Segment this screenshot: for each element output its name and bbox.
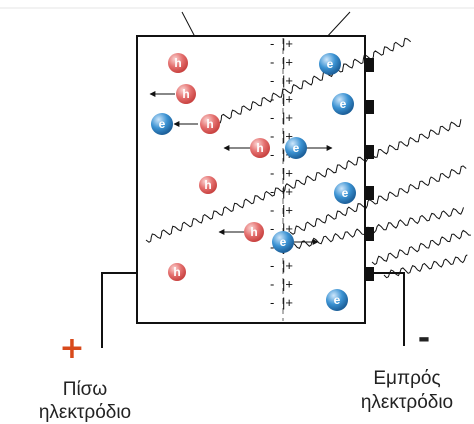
electron-letter: e xyxy=(334,293,341,307)
junction-minus: - xyxy=(270,129,274,144)
hole-particle xyxy=(168,53,188,73)
hole-particle xyxy=(200,114,220,134)
electron-particle xyxy=(332,93,354,115)
back-electrode-wire xyxy=(101,272,137,348)
electron-particle xyxy=(272,231,294,253)
light-ray xyxy=(383,254,468,279)
electron-letter: e xyxy=(159,117,166,131)
cell-body xyxy=(136,35,366,324)
electron-particle xyxy=(151,113,173,135)
junction-minus: - xyxy=(270,221,274,236)
junction-plus: |+ xyxy=(282,55,293,70)
back-electrode-label-line2: ηλεκτρόδιο xyxy=(39,402,131,423)
light-rays xyxy=(145,37,471,279)
junction-plus: |+ xyxy=(282,73,293,88)
junction-minus: - xyxy=(270,73,274,88)
hole-particle xyxy=(176,84,196,104)
front-contacts xyxy=(365,58,374,281)
junction-minus: - xyxy=(270,184,274,199)
junction-plus: |+ xyxy=(282,184,293,199)
light-ray xyxy=(205,37,412,128)
electron-particle xyxy=(326,289,348,311)
junction-plus: |+ xyxy=(282,258,293,273)
back-electrode-label-line1: Πίσω xyxy=(63,379,108,400)
junction-plus: |+ xyxy=(282,110,293,125)
hole-letter: h xyxy=(204,178,211,192)
junction-minus: - xyxy=(270,240,274,255)
junction-minus: - xyxy=(270,295,274,310)
plus-terminal-sign: + xyxy=(59,331,84,366)
hole-particle xyxy=(244,222,264,242)
junction-plus: |+ xyxy=(282,166,293,181)
junction-plus: |+ xyxy=(282,129,293,144)
hole-letter: h xyxy=(206,117,213,131)
hole-letter: h xyxy=(256,141,263,155)
junction-minus: - xyxy=(270,147,274,162)
electron-particle xyxy=(319,53,341,75)
junction-plus: |+ xyxy=(282,36,293,51)
hole-letter: h xyxy=(182,87,189,101)
electron-letter: e xyxy=(340,97,347,111)
hole-letter: h xyxy=(173,265,180,279)
electron-letter: e xyxy=(342,186,349,200)
junction-minus: - xyxy=(270,166,274,181)
front-electrode-label-line2: ηλεκτρόδιο xyxy=(361,392,453,413)
minus-terminal-sign: - xyxy=(418,321,430,356)
light-ray xyxy=(284,207,464,252)
light-ray xyxy=(289,165,467,235)
motion-arrows xyxy=(149,91,333,245)
light-ray xyxy=(145,119,462,243)
front-electrode-wire xyxy=(374,272,405,346)
junction-minus: - xyxy=(270,55,274,70)
junction-plus: |+ xyxy=(282,203,293,218)
junction-minus: - xyxy=(270,36,274,51)
junction-plus: |+ xyxy=(282,277,293,292)
hole-particle xyxy=(168,263,186,281)
electron-letter: e xyxy=(293,141,300,155)
hole-letter: h xyxy=(174,56,181,70)
junction-minus: - xyxy=(270,110,274,125)
hole-particle xyxy=(199,176,217,194)
charge-carriers: h h e h h e h h e h e e e e xyxy=(151,53,356,311)
hole-letter: h xyxy=(250,225,257,239)
junction-charge-signs: -|+-|+-|+-|+-|+-|+-|+-|+-|+-|+-|+-|+-|+-… xyxy=(270,36,293,310)
electron-particle xyxy=(334,182,356,204)
light-ray xyxy=(371,229,471,266)
electron-letter: e xyxy=(280,235,287,249)
junction-minus: - xyxy=(270,203,274,218)
junction-minus: - xyxy=(270,277,274,292)
electron-letter: e xyxy=(327,57,334,71)
hole-particle xyxy=(250,138,270,158)
junction-plus: |+ xyxy=(282,221,293,236)
junction-plus: |+ xyxy=(282,92,293,107)
front-electrode-label-line1: Εμπρός xyxy=(373,368,440,389)
electron-particle xyxy=(285,137,307,159)
junction-plus: |+ xyxy=(282,295,293,310)
junction-minus: - xyxy=(270,258,274,273)
